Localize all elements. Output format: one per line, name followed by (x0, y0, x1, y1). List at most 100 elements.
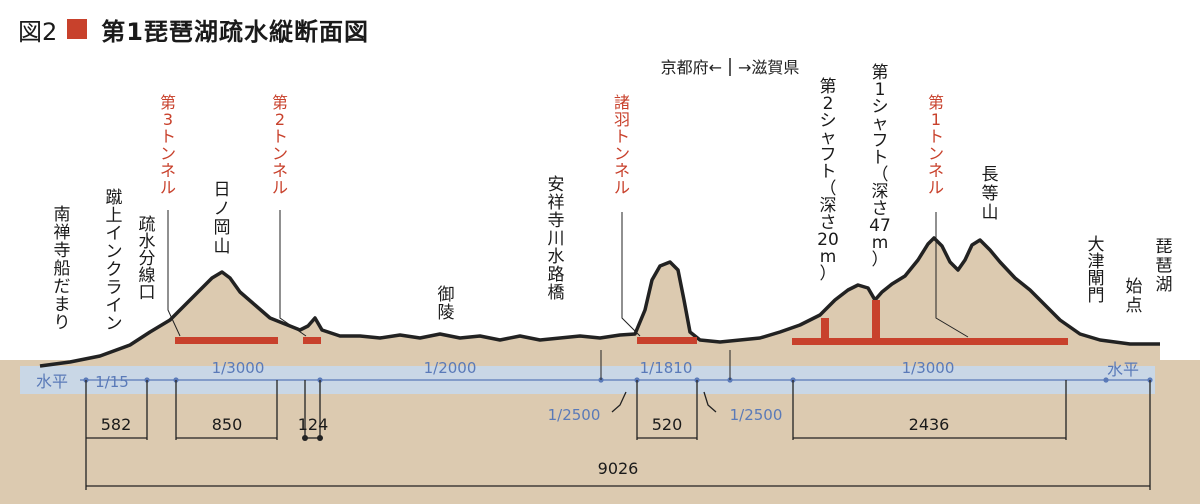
place-label: ャ (820, 128, 837, 148)
leader-lines (167, 210, 969, 380)
tunnel-label: ト (614, 127, 630, 146)
tunnel-label: ル (614, 178, 630, 197)
tunnel-label: 諸 (614, 93, 630, 112)
place-label: ト (872, 148, 889, 168)
tunnel-label: 3 (163, 110, 173, 129)
gradient-label: 1/3000 (212, 359, 265, 377)
tunnel-label: 羽 (614, 110, 630, 129)
tunnel-label: ン (272, 144, 288, 163)
place-label: 線 (139, 266, 156, 286)
tunnel-label: ル (160, 178, 176, 197)
distance-label: 2436 (909, 415, 950, 434)
place-label: 疏 (139, 215, 156, 235)
place-label: ト (820, 162, 837, 182)
tunnel-label: ト (160, 127, 176, 146)
tunnel-label: ネ (272, 161, 288, 180)
place-label: フ (820, 145, 837, 165)
tunnel-label: 第 (160, 93, 176, 112)
place-label: 第 (820, 77, 837, 97)
gradient-label: 1/3000 (902, 359, 955, 377)
tunnel-1-bar (792, 338, 1068, 345)
place-label: 水 (139, 232, 156, 252)
tunnel-label: 2 (275, 110, 285, 129)
place-label: 御 (438, 285, 455, 305)
place-label: m (820, 247, 837, 267)
place-label: シ (820, 111, 837, 131)
gradient-label: 1/2000 (424, 359, 477, 377)
tunnel-label: ネ (928, 161, 944, 180)
place-label: 上 (106, 206, 123, 226)
gradient-label: 1/2500 (730, 406, 783, 424)
boundary-right-label: →滋賀県 (738, 58, 799, 77)
place-label: ラ (106, 278, 123, 298)
place-label: 47 (869, 216, 891, 236)
place-label: 岡 (214, 218, 231, 238)
place-label: 琵 (1156, 237, 1173, 257)
place-label: 1 (875, 80, 886, 100)
place-labels: 南禅寺船だまり蹴上インクライン疏水分線口日ノ岡山御陵安祥寺川水路橋第2シャフト（… (54, 63, 1173, 334)
dimension-lines (85, 380, 1151, 490)
place-label: り (54, 313, 71, 333)
gradient-label: 1/1810 (640, 359, 693, 377)
water-level-label: 水平 (36, 372, 68, 391)
place-label: だ (54, 277, 71, 297)
place-label: 20 (817, 230, 839, 250)
place-label: 津 (1088, 252, 1105, 272)
place-label: 陵 (438, 303, 455, 323)
place-label: 長 (982, 165, 999, 185)
tunnel-label: ト (272, 127, 288, 146)
place-label: 湖 (1156, 275, 1173, 295)
place-label: 口 (139, 283, 156, 303)
gradient-label: 1/2500 (548, 406, 601, 424)
place-label: 門 (1088, 286, 1105, 306)
distance-label: 124 (298, 415, 329, 434)
tunnel-label: 1 (931, 110, 941, 129)
place-label: 日 (214, 180, 231, 200)
place-label: さ (820, 213, 837, 233)
tunnel-moroha-bar (637, 337, 697, 344)
tunnel-label: ル (272, 178, 288, 197)
terrain-outline (39, 236, 1160, 368)
place-label: 琶 (1156, 256, 1173, 276)
place-label: ン (106, 242, 123, 262)
terrain-fill (40, 238, 1160, 366)
tunnel-label: ネ (614, 161, 630, 180)
tunnel-label: 第 (272, 93, 288, 112)
place-label: ノ (214, 199, 231, 219)
shaft-2 (821, 318, 829, 340)
place-label: 蹴 (106, 188, 123, 208)
place-label: 船 (54, 259, 71, 279)
tunnel-2-bar (303, 337, 321, 344)
tunnel-label: ネ (160, 161, 176, 180)
place-label: さ (872, 199, 889, 219)
place-label: 寺 (54, 241, 71, 261)
place-label: ） (820, 264, 837, 284)
place-label: 祥 (548, 193, 565, 213)
place-label: 水 (548, 247, 565, 267)
tunnel-label: ト (928, 127, 944, 146)
tunnel-label: 第 (928, 93, 944, 112)
place-label: 山 (982, 203, 999, 223)
place-label: フ (872, 131, 889, 151)
place-label: ク (106, 260, 123, 280)
place-label: 分 (139, 249, 156, 269)
title-marker-square (67, 19, 88, 39)
figure-number: 図2 (18, 17, 58, 46)
tunnel-3-bar (175, 337, 278, 344)
place-label: 山 (214, 237, 231, 257)
distance-labels: 582 850 124 520 2436 9026 (101, 415, 950, 478)
place-label: 点 (1126, 296, 1143, 316)
figure-title: 第1琵琶湖疏水縦断面図 (101, 17, 369, 46)
place-label: 大 (1088, 235, 1105, 255)
place-label: ン (106, 314, 123, 334)
tunnel-label: ン (614, 144, 630, 163)
tunnel-label: ン (928, 144, 944, 163)
boundary-left-label: 京都府← (661, 58, 722, 77)
place-label: イ (106, 224, 123, 244)
place-label: 橋 (548, 283, 565, 303)
figure-title-row: 図2 第1琵琶湖疏水縦断面図 (18, 12, 369, 46)
place-label: 安 (548, 175, 565, 195)
place-label: 川 (548, 229, 565, 249)
